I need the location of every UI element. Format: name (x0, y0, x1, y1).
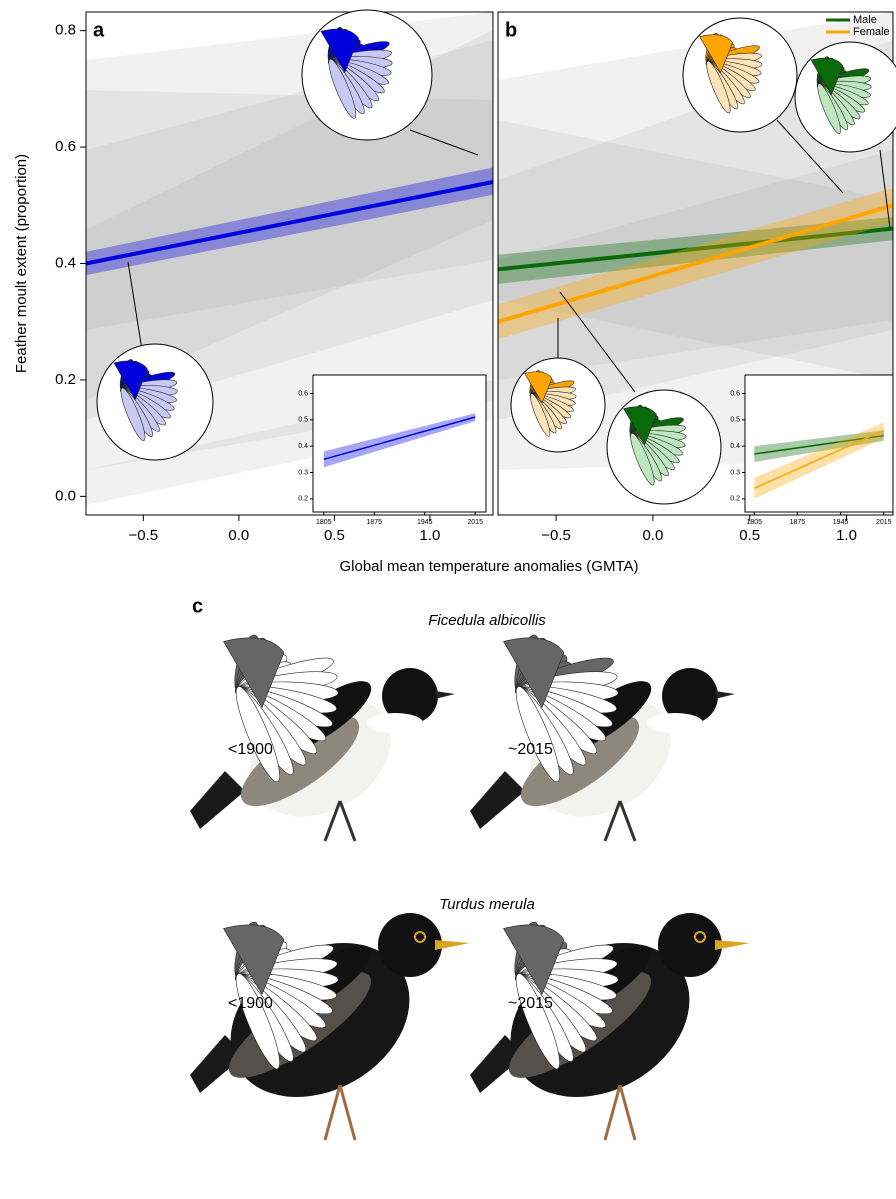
x-tick-label: 2015 (876, 519, 892, 526)
y-tick-label: 0.4 (298, 443, 308, 450)
legend-label: Male (853, 14, 877, 26)
page: 0.0 0.2 0.4 0.6 0.8 −0.5 0.0 0.5 1.0 a Feather mou… (0, 0, 896, 1194)
y-tick-label: 0.4 (730, 443, 740, 450)
x-tick-label: 1805 (746, 519, 762, 526)
period-label: <1900 (228, 995, 273, 1012)
legs (325, 1085, 355, 1140)
y-tick-label: 0.3 (298, 469, 308, 476)
inset: 0.2 0.3 0.4 0.5 0.6 1805 1875 1945 2015 (730, 375, 893, 526)
panel-label: a (93, 19, 105, 41)
beak (715, 940, 750, 950)
panel-label: b (505, 19, 517, 41)
period-label: ~2015 (508, 741, 553, 758)
collar (647, 713, 703, 733)
x-tick-label: 0.0 (228, 527, 249, 544)
x-tick-label: 1.0 (836, 527, 857, 544)
y-tick-label: 0.6 (298, 390, 308, 397)
x-tick-label: 0.5 (324, 527, 345, 544)
period-label: ~2015 (508, 995, 553, 1012)
y-tick-label: 0.4 (55, 254, 76, 271)
x-tick-label: −0.5 (541, 527, 571, 544)
beak (715, 691, 735, 699)
y-tick-label: 0.2 (730, 496, 740, 503)
x-tick-label: 1.0 (420, 527, 441, 544)
collar (367, 713, 423, 733)
legs (605, 1085, 635, 1140)
beak (435, 691, 455, 699)
legend-label: Female (853, 26, 890, 38)
inset: 0.2 0.3 0.4 0.5 0.6 1805 1875 1945 2015 (298, 375, 486, 526)
x-tick-label: 0.5 (739, 527, 760, 544)
y-tick-label: 0.6 (730, 390, 740, 397)
x-tick-label: 1875 (790, 519, 806, 526)
x-tick-label: 2015 (467, 519, 483, 526)
x-tick-label: 0.0 (642, 527, 663, 544)
species-name: Ficedula albicollis (428, 612, 546, 629)
y-tick-label: 0.8 (55, 22, 76, 39)
panel-label: c (192, 595, 203, 617)
x-tick-label: 1805 (316, 519, 332, 526)
species-name: Turdus merula (439, 896, 535, 913)
y-tick-label: 0.5 (730, 417, 740, 424)
y-axis-label: Feather moult extent (proportion) (13, 154, 30, 373)
period-label: <1900 (228, 741, 273, 758)
y-tick-label: 0.0 (55, 487, 76, 504)
y-tick-label: 0.2 (55, 371, 76, 388)
head (378, 913, 442, 977)
x-tick-label: 1945 (417, 519, 433, 526)
x-tick-label: 1875 (366, 519, 382, 526)
figure: 0.0 0.2 0.4 0.6 0.8 −0.5 0.0 0.5 1.0 a Feather mou… (0, 0, 896, 1194)
x-tick-label: −0.5 (129, 527, 159, 544)
y-tick-label: 0.3 (730, 469, 740, 476)
tail (470, 771, 525, 829)
head (658, 913, 722, 977)
y-tick-label: 0.5 (298, 417, 308, 424)
beak (435, 940, 470, 950)
x-tick-label: 1945 (833, 519, 849, 526)
tail (190, 771, 245, 829)
x-axis-label: Global mean temperature anomalies (GMTA) (339, 558, 638, 575)
y-tick-label: 0.6 (55, 138, 76, 155)
y-tick-label: 0.2 (298, 496, 308, 503)
